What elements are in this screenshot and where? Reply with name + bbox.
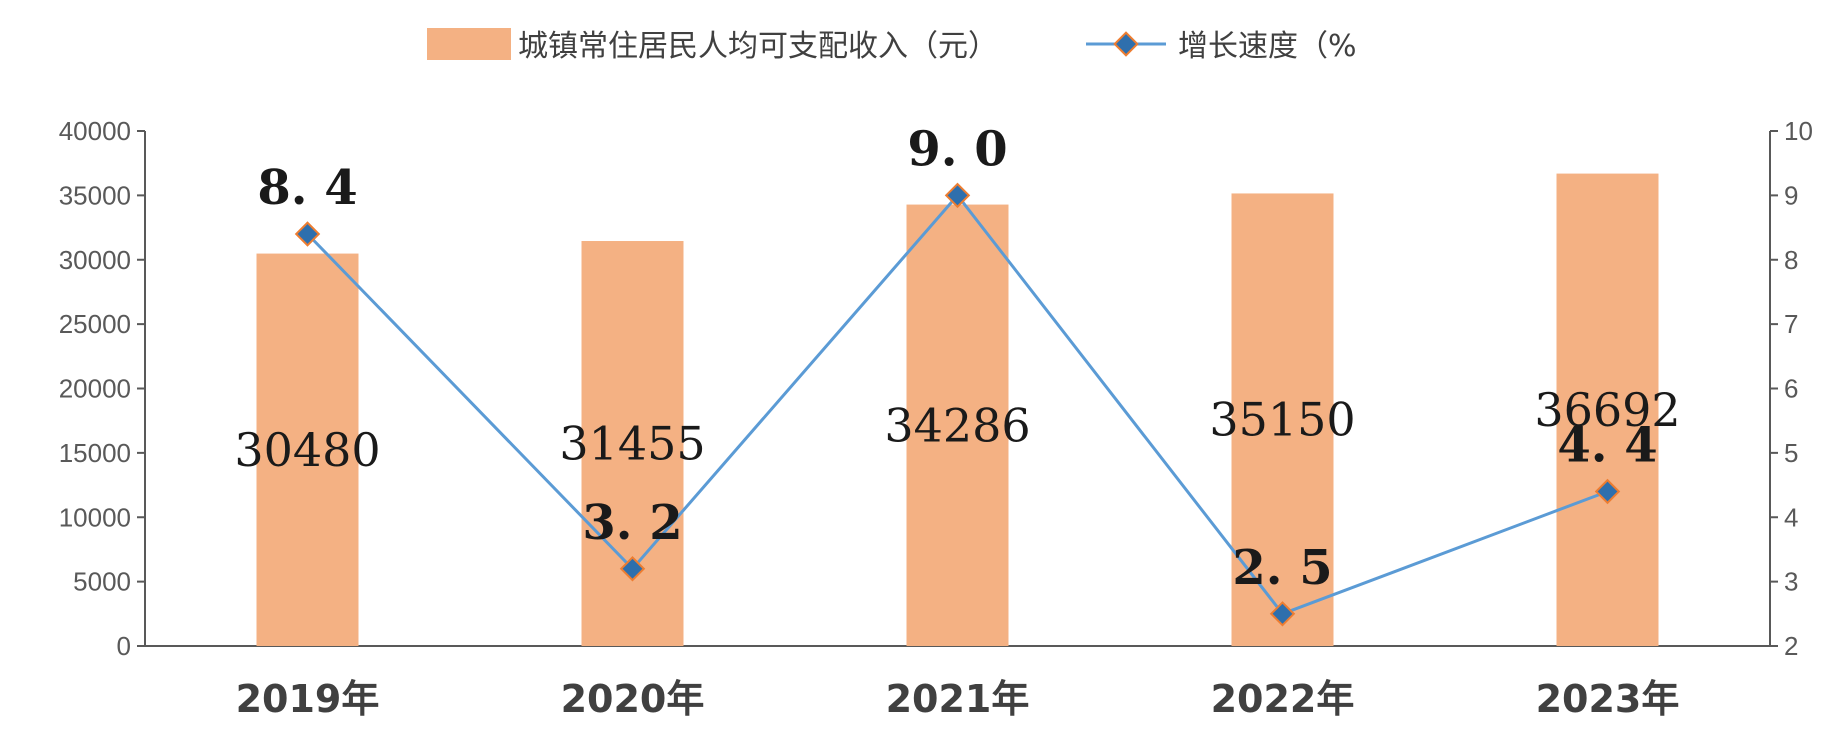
legend-bar-swatch (427, 28, 511, 60)
left-tick-label: 35000 (59, 180, 131, 210)
growth-point-label: 9. 0 (907, 121, 1007, 177)
left-tick-label: 5000 (73, 567, 131, 597)
right-tick-label: 10 (1784, 116, 1813, 146)
income-bar-label: 36692 (1534, 383, 1680, 437)
category-label: 2019年 (236, 677, 380, 721)
category-labels: 2019年 2020年 2021年 2022年 2023年 (236, 677, 1680, 721)
right-tick-label: 7 (1784, 309, 1798, 339)
growth-point (619, 556, 646, 582)
left-tick-label: 10000 (59, 502, 131, 532)
right-tick-label: 9 (1784, 180, 1798, 210)
income-bar (1556, 173, 1659, 646)
left-tick-label: 20000 (59, 374, 131, 404)
legend-bar-label: 城镇常住居民人均可支配收入（元） (518, 29, 998, 64)
growth-point-label: 4. 4 (1557, 418, 1657, 474)
category-label: 2022年 (1211, 677, 1355, 721)
right-tick-label: 6 (1784, 374, 1798, 404)
line-labels: 8. 4 3. 2 9. 0 2. 5 4. 4 (257, 121, 1657, 595)
bar-labels: 30480 31455 34286 35150 36692 (234, 383, 1680, 477)
growth-point-label: 8. 4 (257, 160, 357, 216)
category-label: 2021年 (886, 677, 1030, 721)
left-tick-label: 15000 (59, 438, 131, 468)
left-tick-label: 25000 (59, 309, 131, 339)
right-tick-label: 5 (1784, 438, 1798, 468)
left-tick-label: 0 (117, 631, 131, 661)
growth-point-label: 2. 5 (1232, 540, 1332, 596)
income-bar (906, 204, 1009, 646)
left-tick-label: 40000 (59, 116, 131, 146)
legend-line-marker (1113, 31, 1139, 57)
axes: 0 5000 10000 15000 20000 25000 30000 35000 40000… (59, 116, 1813, 661)
right-tick-label: 8 (1784, 245, 1798, 275)
growth-point (1594, 478, 1621, 505)
income-bar-label: 34286 (884, 398, 1030, 452)
income-bar-label: 30480 (234, 423, 380, 477)
growth-point (294, 221, 321, 247)
category-label: 2020年 (561, 677, 705, 721)
growth-point-label: 3. 2 (582, 495, 682, 551)
income-bar-label: 31455 (559, 417, 705, 471)
growth-line-layer (294, 182, 1621, 627)
income-bar (256, 253, 359, 646)
right-tick-label: 3 (1784, 567, 1798, 597)
bars (256, 173, 1659, 646)
category-label: 2023年 (1536, 677, 1680, 721)
growth-point (1269, 601, 1296, 627)
legend: 城镇常住居民人均可支配收入（元） 增长速度（% (427, 28, 1357, 64)
legend-line-label: 增长速度（% (1178, 29, 1357, 64)
growth-point (944, 182, 971, 209)
income-bar-label: 35150 (1209, 393, 1355, 447)
left-tick-label: 30000 (59, 245, 131, 275)
right-tick-label: 2 (1784, 631, 1798, 661)
right-tick-label: 4 (1784, 502, 1798, 532)
